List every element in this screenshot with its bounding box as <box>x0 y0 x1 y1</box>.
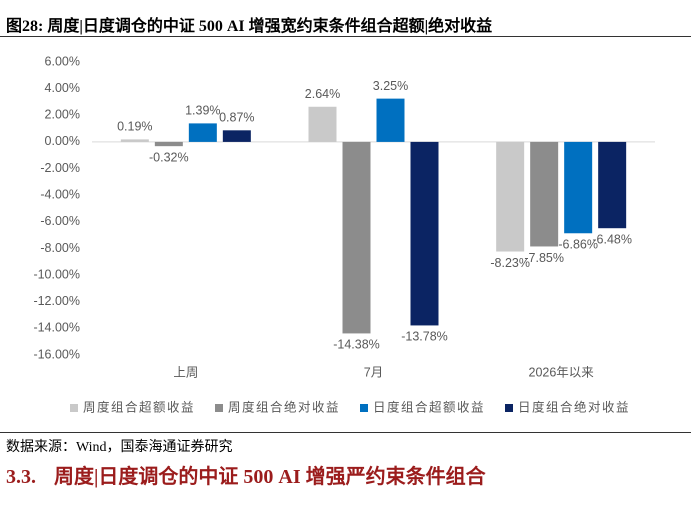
section-heading: 3.3. 周度|日度调仓的中证 500 AI 增强严约束条件组合 <box>6 460 504 489</box>
bar <box>376 98 405 142</box>
y-tick-label: -12.00% <box>33 294 80 308</box>
bar <box>598 141 627 229</box>
data-label: -8.23% <box>490 256 530 270</box>
legend-swatch <box>215 404 223 412</box>
bar <box>564 141 593 234</box>
bar <box>530 141 559 247</box>
legend-swatch <box>70 404 78 412</box>
y-tick-label: -14.00% <box>33 321 80 335</box>
legend-label: 周度组合绝对收益 <box>228 399 340 414</box>
data-label: -6.48% <box>592 233 632 247</box>
x-tick-label: 2026年以来 <box>529 365 595 379</box>
y-tick-label: -2.00% <box>40 161 80 175</box>
bar <box>496 141 525 252</box>
data-label: 0.19% <box>117 120 152 134</box>
data-label: -7.85% <box>524 251 564 265</box>
bar <box>222 130 251 142</box>
y-tick-label: -8.00% <box>40 241 80 255</box>
section-title: 周度|日度调仓的中证 500 AI 增强严约束条件组合 <box>54 466 486 488</box>
y-tick-label: 0.00% <box>45 134 80 148</box>
data-label: 0.87% <box>219 111 254 125</box>
legend-label: 日度组合超额收益 <box>373 399 485 414</box>
bar <box>410 141 439 326</box>
y-tick-label: 4.00% <box>45 81 80 95</box>
data-label: 3.25% <box>373 79 408 93</box>
chart: 6.00% 4.00% 2.00% 0.00% -2.00% -4.00% -6.00% -8… <box>33 54 655 414</box>
bar <box>188 123 217 142</box>
x-tick-label: 上周 <box>173 365 198 379</box>
bar <box>120 139 149 142</box>
legend-label: 周度组合超额收益 <box>83 399 195 414</box>
y-tick-label: -10.00% <box>33 267 80 281</box>
title-rule <box>0 36 691 37</box>
figure-title: 图28: 周度|日度调仓的中证 500 AI 增强宽约束条件组合超额|绝对收益 <box>6 18 493 35</box>
y-tick-label: 2.00% <box>45 108 80 122</box>
data-label: -0.32% <box>149 150 189 164</box>
y-tick-label: -6.00% <box>40 214 80 228</box>
bar <box>342 141 371 334</box>
section-number: 3.3. <box>6 466 36 488</box>
bar <box>308 106 337 142</box>
data-label: -6.86% <box>558 238 598 252</box>
source: 数据来源：Wind，国泰海通证券研究 <box>6 440 233 455</box>
y-tick-label: -16.00% <box>33 347 80 361</box>
legend-swatch <box>505 404 513 412</box>
source-rule <box>0 432 691 433</box>
data-label: -14.38% <box>333 338 380 352</box>
x-tick-label: 7月 <box>364 365 383 379</box>
y-tick-label: 6.00% <box>45 54 80 68</box>
y-tick-label: -4.00% <box>40 187 80 201</box>
bar <box>154 141 183 147</box>
legend-swatch <box>360 404 368 412</box>
legend-label: 日度组合绝对收益 <box>518 399 630 414</box>
data-label: -13.78% <box>401 330 448 344</box>
data-label: 2.64% <box>305 87 340 101</box>
data-label: 1.39% <box>185 104 220 118</box>
